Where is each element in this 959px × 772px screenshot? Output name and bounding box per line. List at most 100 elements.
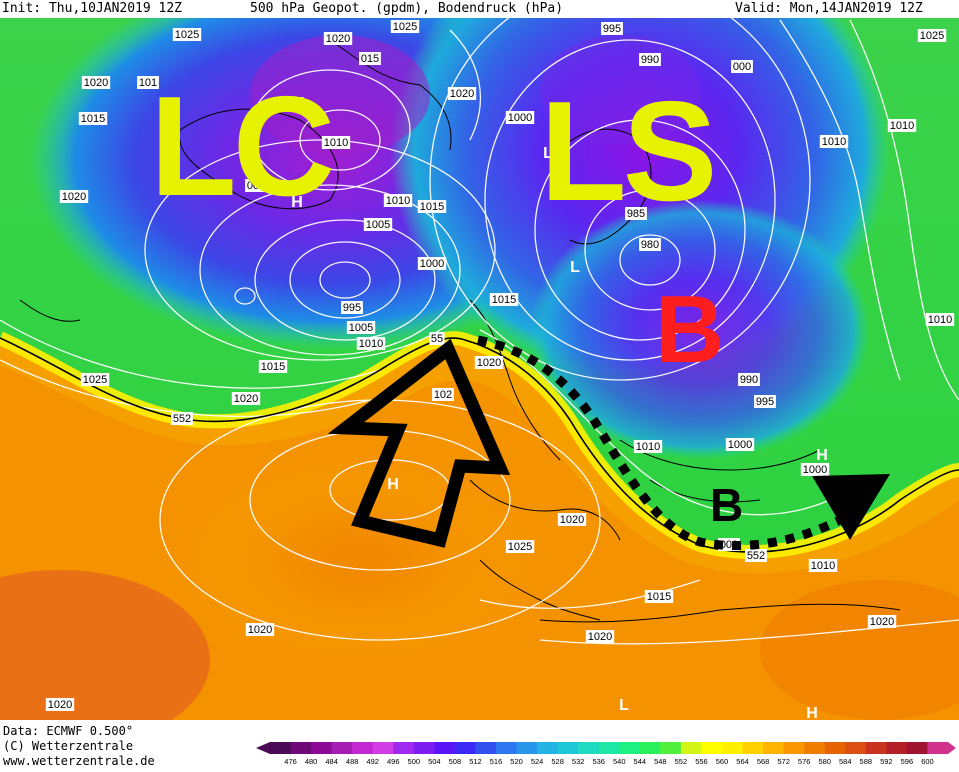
isobar-label-text: 1020 xyxy=(870,616,894,628)
scale-swatch xyxy=(680,742,702,754)
isobar-label: 1000 xyxy=(800,463,830,476)
init-time: Init: Thu,10JAN2019 12Z xyxy=(2,1,183,16)
isobar-label: 1000 xyxy=(725,438,755,451)
credits: Data: ECMWF 0.500° (C) Wetterzentrale ww… xyxy=(3,724,155,769)
isobar-label: 15 xyxy=(288,97,304,110)
isobar-label: 102 xyxy=(432,388,454,401)
scale-tick-label: 496 xyxy=(387,757,400,766)
footer: Data: ECMWF 0.500° (C) Wetterzentrale ww… xyxy=(0,720,959,770)
scale-tick-label: 536 xyxy=(592,757,605,766)
isobar-label-text: 1015 xyxy=(647,591,671,603)
isobar-label-text: 1015 xyxy=(492,294,516,306)
warm-core-sw xyxy=(0,570,210,720)
isobar-label: 1025 xyxy=(172,28,202,41)
isobar-label: 1015 xyxy=(78,112,108,125)
scale-tick-label: 488 xyxy=(346,757,359,766)
isobar-label: 995 xyxy=(601,22,623,35)
isobar-label-text: 1010 xyxy=(890,120,914,132)
triangle-marker xyxy=(812,474,890,540)
scale-swatch xyxy=(660,742,682,754)
isobar-label-text: 1015 xyxy=(81,113,105,125)
scale-swatch xyxy=(352,742,374,754)
isobar-label-text: 1000 xyxy=(420,258,444,270)
scale-swatch xyxy=(578,742,600,754)
scale-tick-label: 560 xyxy=(716,757,729,766)
isobar-label-text: 1020 xyxy=(588,631,612,643)
isobar-label: 1025 xyxy=(917,29,947,42)
isobar-label: 1020 xyxy=(245,623,275,636)
isobar-label-text: 552 xyxy=(173,413,191,425)
isobar-label: 1000 xyxy=(417,257,447,270)
scale-tick-label: 596 xyxy=(901,757,914,766)
high-pressure-marker: H xyxy=(806,705,818,720)
isobar-label-text: 1000 xyxy=(728,439,752,451)
isobar-label: 1025 xyxy=(505,540,535,553)
warm-core-center xyxy=(170,450,550,670)
scale-tick-label: 592 xyxy=(880,757,893,766)
scale-swatch xyxy=(454,742,476,754)
isobar-label-text: 015 xyxy=(361,53,379,65)
scale-swatch xyxy=(783,742,805,754)
isobar-label: 1020 xyxy=(323,32,353,45)
isobar-label-text: 1020 xyxy=(477,357,501,369)
credit-copyright: (C) Wetterzentrale xyxy=(3,739,134,753)
isobar-label: 995 xyxy=(341,301,363,314)
scale-tick-label: 556 xyxy=(695,757,708,766)
isobar-label-text: 1000 xyxy=(803,464,827,476)
isobar-label-text: 1010 xyxy=(359,338,383,350)
isobar-label-text: 990 xyxy=(641,54,659,66)
isobar-label-text: 1020 xyxy=(248,624,272,636)
overlay-ls: LS xyxy=(540,72,713,231)
isobar-label: 1015 xyxy=(644,590,674,603)
scale-tick-label: 476 xyxy=(284,757,297,766)
isobar-label: 000 xyxy=(731,60,753,73)
overlay-b-black: B xyxy=(710,479,743,531)
isobar-label: 1020 xyxy=(474,356,504,369)
isobar-labels: 1025 1020 1025 015 995 990 000 1025 1020 101 1020 1… xyxy=(45,20,955,711)
isobar-label: 1020 xyxy=(231,392,261,405)
scale-swatch xyxy=(639,742,661,754)
scale-tick-label: 480 xyxy=(305,757,318,766)
scale-tick-label: 516 xyxy=(490,757,503,766)
scale-tick-label: 528 xyxy=(551,757,564,766)
isobar-label-text: 15 xyxy=(290,98,302,110)
scale-swatch xyxy=(311,742,333,754)
scale-swatch xyxy=(742,742,764,754)
scale-swatch xyxy=(865,742,887,754)
high-pressure-marker: H xyxy=(291,194,303,211)
isobar-label-text: 1010 xyxy=(811,560,835,572)
trough-dotted-line xyxy=(477,335,843,551)
isobar-label: 990 xyxy=(738,373,760,386)
isobar-label-text: 101 xyxy=(139,77,157,89)
hollow-arrow xyxy=(327,338,511,548)
scale-tick-label: 580 xyxy=(818,757,831,766)
isobar-label: 1010 xyxy=(819,135,849,148)
high-pressure-marker: H xyxy=(816,447,828,464)
scale-swatch xyxy=(804,742,826,754)
isobar-label-text: 1020 xyxy=(326,33,350,45)
scale-tick-label: 564 xyxy=(736,757,749,766)
isobar-label-text: 1020 xyxy=(62,191,86,203)
isobar-label-text: 1025 xyxy=(508,541,532,553)
scale-swatch xyxy=(331,742,353,754)
scale-tick-label: 492 xyxy=(366,757,379,766)
scale-tick-label: 508 xyxy=(449,757,462,766)
isobar-label-text: 995 xyxy=(343,302,361,314)
isobar-label-text: 1020 xyxy=(48,699,72,711)
isobar-label: 1010 xyxy=(356,337,386,350)
isobar-label-text: 995 xyxy=(603,23,621,35)
isobar-label-text: 1020 xyxy=(84,77,108,89)
isobar-label-text: 1005 xyxy=(366,219,390,231)
scale-tick-label: 600 xyxy=(921,757,934,766)
isobar-label: 552 xyxy=(171,412,193,425)
scale-tick-label: 512 xyxy=(469,757,482,766)
scale-swatch xyxy=(290,742,312,754)
isobar-label-text: 1010 xyxy=(822,136,846,148)
isobar-label-text: 980 xyxy=(641,239,659,251)
scale-swatch xyxy=(845,742,867,754)
low-pressure-marker: L xyxy=(570,259,580,276)
isobar-label: 1020 xyxy=(585,630,615,643)
isobar-label: 1005 xyxy=(346,321,376,334)
scale-tick-label: 552 xyxy=(675,757,688,766)
isobar-label: 1010 xyxy=(321,136,351,149)
